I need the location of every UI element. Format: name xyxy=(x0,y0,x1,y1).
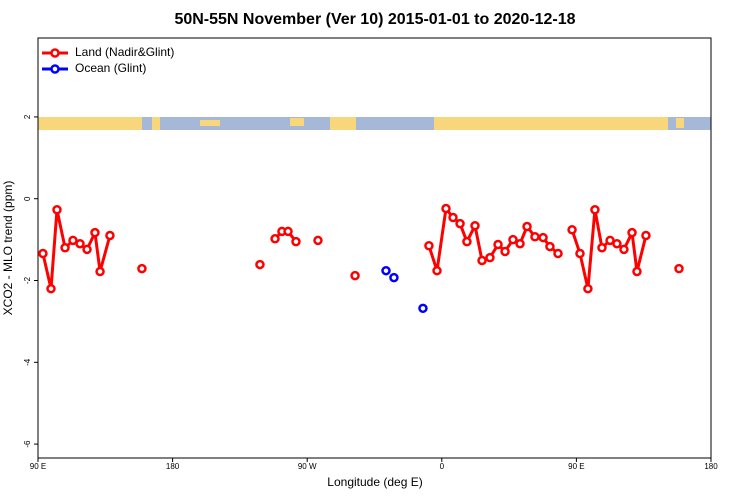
x-tick-label: 90 W xyxy=(298,462,317,471)
data-point xyxy=(500,246,510,257)
data-point xyxy=(674,263,684,274)
x-tick-label: 90 E xyxy=(568,462,584,471)
data-point xyxy=(350,270,360,281)
data-point xyxy=(462,236,472,247)
legend-label: Land (Nadir&Glint) xyxy=(75,45,174,59)
data-point xyxy=(553,248,563,259)
series-line xyxy=(43,209,679,289)
data-point xyxy=(75,238,85,249)
data-point xyxy=(545,241,555,252)
x-tick-label: 180 xyxy=(166,462,180,471)
y-tick-label: -2 xyxy=(23,276,32,284)
legend-marker xyxy=(50,48,60,58)
y-tick-label: 0 xyxy=(23,196,32,201)
data-point xyxy=(641,230,651,241)
x-tick-label: 90 E xyxy=(30,462,46,471)
data-point xyxy=(52,205,62,215)
data-point xyxy=(418,303,428,314)
data-point xyxy=(105,230,115,241)
data-point xyxy=(46,283,56,294)
y-axis-label: XCO2 - MLO trend (ppm) xyxy=(1,181,15,316)
data-point xyxy=(477,255,487,266)
land-ocean-strip xyxy=(38,117,711,130)
y-tick-label: -6 xyxy=(23,440,32,448)
data-point xyxy=(255,259,265,270)
plot-frame xyxy=(37,37,712,459)
data-point xyxy=(38,248,48,259)
data-point xyxy=(575,248,585,259)
chart-title: 50N-55N November (Ver 10) 2015-01-01 to … xyxy=(174,11,575,28)
data-point xyxy=(538,232,548,243)
legend-label: Ocean (Glint) xyxy=(75,61,146,75)
legend-marker xyxy=(50,64,60,74)
y-tick-label: 2 xyxy=(23,114,32,119)
data-point xyxy=(68,235,78,246)
data-point xyxy=(567,225,577,235)
data-point xyxy=(137,263,147,274)
data-point xyxy=(283,226,293,237)
x-axis-label: Longitude (deg E) xyxy=(327,475,422,489)
data-point xyxy=(90,227,100,238)
data-point xyxy=(291,236,301,247)
data-point xyxy=(632,266,642,277)
data-point xyxy=(515,238,525,249)
data-point xyxy=(432,265,442,276)
data-point xyxy=(619,244,629,255)
data-point xyxy=(493,239,503,250)
data-point xyxy=(424,241,434,251)
data-point xyxy=(441,203,451,214)
data-point xyxy=(455,218,465,229)
data-point xyxy=(448,212,458,223)
data-point xyxy=(597,243,607,253)
data-point xyxy=(270,234,280,244)
data-point xyxy=(508,234,518,245)
data-point xyxy=(82,244,92,255)
data-point xyxy=(389,272,399,283)
data-point xyxy=(612,238,622,249)
data-point xyxy=(485,252,495,263)
data-point xyxy=(313,235,323,246)
data-point xyxy=(627,227,637,238)
data-point xyxy=(522,221,532,232)
x-tick-label: 180 xyxy=(704,462,718,471)
x-tick-label: 0 xyxy=(440,462,445,471)
data-point xyxy=(583,283,593,294)
data-point xyxy=(590,205,600,215)
data-point xyxy=(381,265,391,276)
data-point xyxy=(470,220,480,231)
data-point xyxy=(530,232,540,242)
data-point xyxy=(60,243,70,253)
data-point xyxy=(95,266,105,277)
y-tick-label: -4 xyxy=(23,358,32,366)
